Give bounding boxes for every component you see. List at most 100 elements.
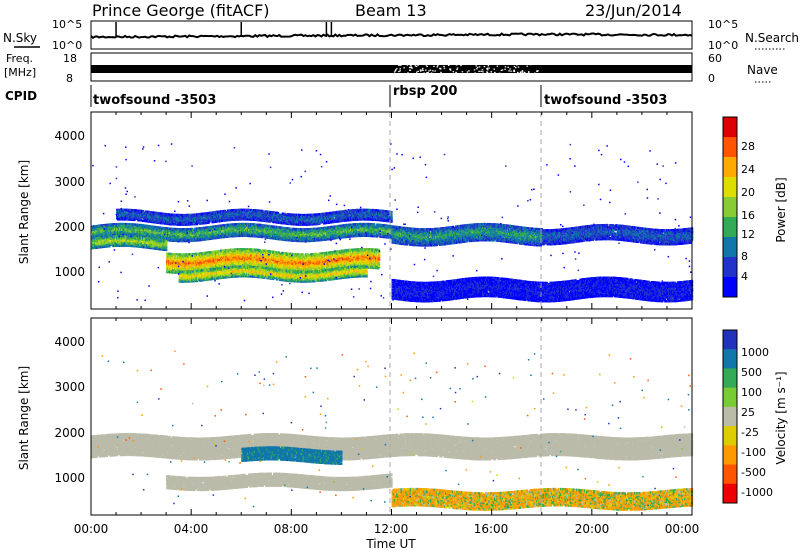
frequency-gap [514, 66, 516, 67]
frequency-gap [410, 70, 412, 71]
frequency-gap [439, 68, 441, 69]
frequency-gap [417, 65, 419, 66]
frequency-gap [517, 72, 519, 73]
frequency-gap [427, 72, 429, 73]
frequency-gap [487, 69, 489, 70]
frequency-gap [514, 71, 516, 72]
beam-title: Beam 13 [355, 1, 427, 20]
frequency-gap [395, 70, 397, 71]
frequency-gap [399, 68, 401, 69]
frequency-band-fill [91, 65, 692, 73]
frequency-gap [440, 72, 442, 73]
frequency-gap [425, 70, 427, 71]
frequency-gap [453, 71, 455, 72]
frequency-gap [426, 66, 428, 67]
frequency-gap [430, 70, 432, 71]
nave-tick-top: 60 [708, 52, 722, 65]
frequency-gap [394, 71, 396, 72]
power-cell [98, 234, 100, 236]
frequency-gap [436, 66, 438, 67]
noise-right-tick-bottom: 10^0 [708, 39, 738, 52]
frequency-gap [444, 68, 446, 69]
noise-left-label: N.Sky [3, 31, 37, 45]
frequency-gap [522, 70, 524, 71]
frequency-gap [449, 68, 451, 69]
frequency-gap [507, 67, 509, 68]
frequency-gap [468, 70, 470, 71]
frequency-gap [456, 64, 458, 65]
frequency-gap [479, 66, 481, 67]
nave-tick-bottom: 0 [708, 72, 715, 85]
power-cell [132, 233, 134, 235]
frequency-gap [403, 67, 405, 68]
frequency-gap [422, 68, 424, 69]
frequency-gap [480, 71, 482, 72]
noise-left-tick-bottom: 10^0 [52, 39, 82, 52]
frequency-gap [526, 66, 528, 67]
frequency-gap [476, 68, 478, 69]
frequency-gap [434, 70, 436, 71]
frequency-gap [462, 71, 464, 72]
frequency-gap [522, 73, 524, 74]
frequency-gap [518, 66, 520, 67]
frequency-gap [432, 70, 434, 71]
frequency-gap [484, 66, 486, 67]
frequency-gap [416, 66, 418, 67]
cpid-segment-1: twofsound -3503 [93, 93, 216, 108]
frequency-gap [488, 65, 490, 66]
cpid-segment-3: twofsound -3503 [544, 93, 667, 108]
frequency-gap [395, 69, 397, 70]
noise-trace [91, 33, 692, 37]
frequency-gap [488, 68, 490, 69]
frequency-gap [455, 72, 457, 73]
frequency-gap [478, 71, 480, 72]
frequency-gap [482, 69, 484, 70]
frequency-gap [510, 71, 512, 72]
frequency-gap [409, 67, 411, 68]
frequency-panel: Freq. [MHz] 18 8 60 0 Nave [4, 52, 778, 85]
nave-label: Nave [747, 63, 778, 77]
frequency-gap [515, 67, 517, 68]
frequency-gap [513, 70, 515, 71]
frequency-gap [421, 69, 423, 70]
frequency-gap [393, 73, 395, 74]
frequency-gap [428, 70, 430, 71]
freq-tick-top: 18 [63, 52, 77, 65]
frequency-gap [443, 66, 445, 67]
frequency-gap [398, 71, 400, 72]
frequency-gap [457, 68, 459, 69]
frequency-gap [399, 64, 401, 65]
frequency-gap [420, 70, 422, 71]
frequency-gap [411, 67, 413, 68]
frequency-gap [407, 64, 409, 65]
frequency-gap [476, 65, 478, 66]
frequency-gap [504, 69, 506, 70]
freq-tick-bottom: 8 [66, 72, 73, 85]
noise-left-tick-top: 10^5 [52, 18, 82, 31]
frequency-gap [431, 72, 433, 73]
frequency-gap [474, 72, 476, 73]
noise-panel: N.Sky 10^5 10^0 10^5 10^0 N.Search [3, 18, 799, 52]
frequency-gap [433, 66, 435, 67]
power-cells [91, 143, 693, 302]
frequency-gap [460, 65, 462, 66]
frequency-gap [487, 68, 489, 69]
frequency-gap [426, 64, 428, 65]
frequency-gap [407, 72, 409, 73]
frequency-gap [520, 72, 522, 73]
frequency-gap [437, 65, 439, 66]
frequency-gap [516, 64, 518, 65]
frequency-gap [448, 65, 450, 66]
station-title: Prince George (fitACF) [92, 1, 270, 20]
frequency-gap [420, 69, 422, 70]
frequency-gap [509, 68, 511, 69]
frequency-gap [497, 66, 499, 67]
noise-right-label: N.Search [745, 31, 799, 45]
frequency-gap [505, 66, 507, 67]
frequency-gap [417, 71, 419, 72]
frequency-gap [410, 65, 412, 66]
frequency-gap [456, 69, 458, 70]
frequency-band [91, 64, 692, 74]
frequency-gap [482, 71, 484, 72]
frequency-gap [467, 71, 469, 72]
